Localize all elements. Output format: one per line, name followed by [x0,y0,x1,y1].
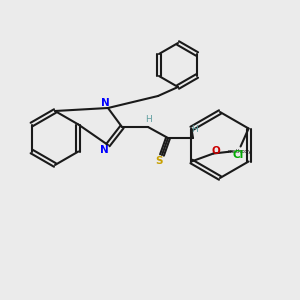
Text: H: H [146,115,152,124]
Text: Cl: Cl [233,149,244,160]
Text: N: N [100,98,109,108]
Text: methoxy: methoxy [227,149,251,154]
Text: N: N [100,145,108,155]
Text: O: O [211,146,220,155]
Text: H: H [192,125,198,134]
Text: S: S [155,156,163,166]
